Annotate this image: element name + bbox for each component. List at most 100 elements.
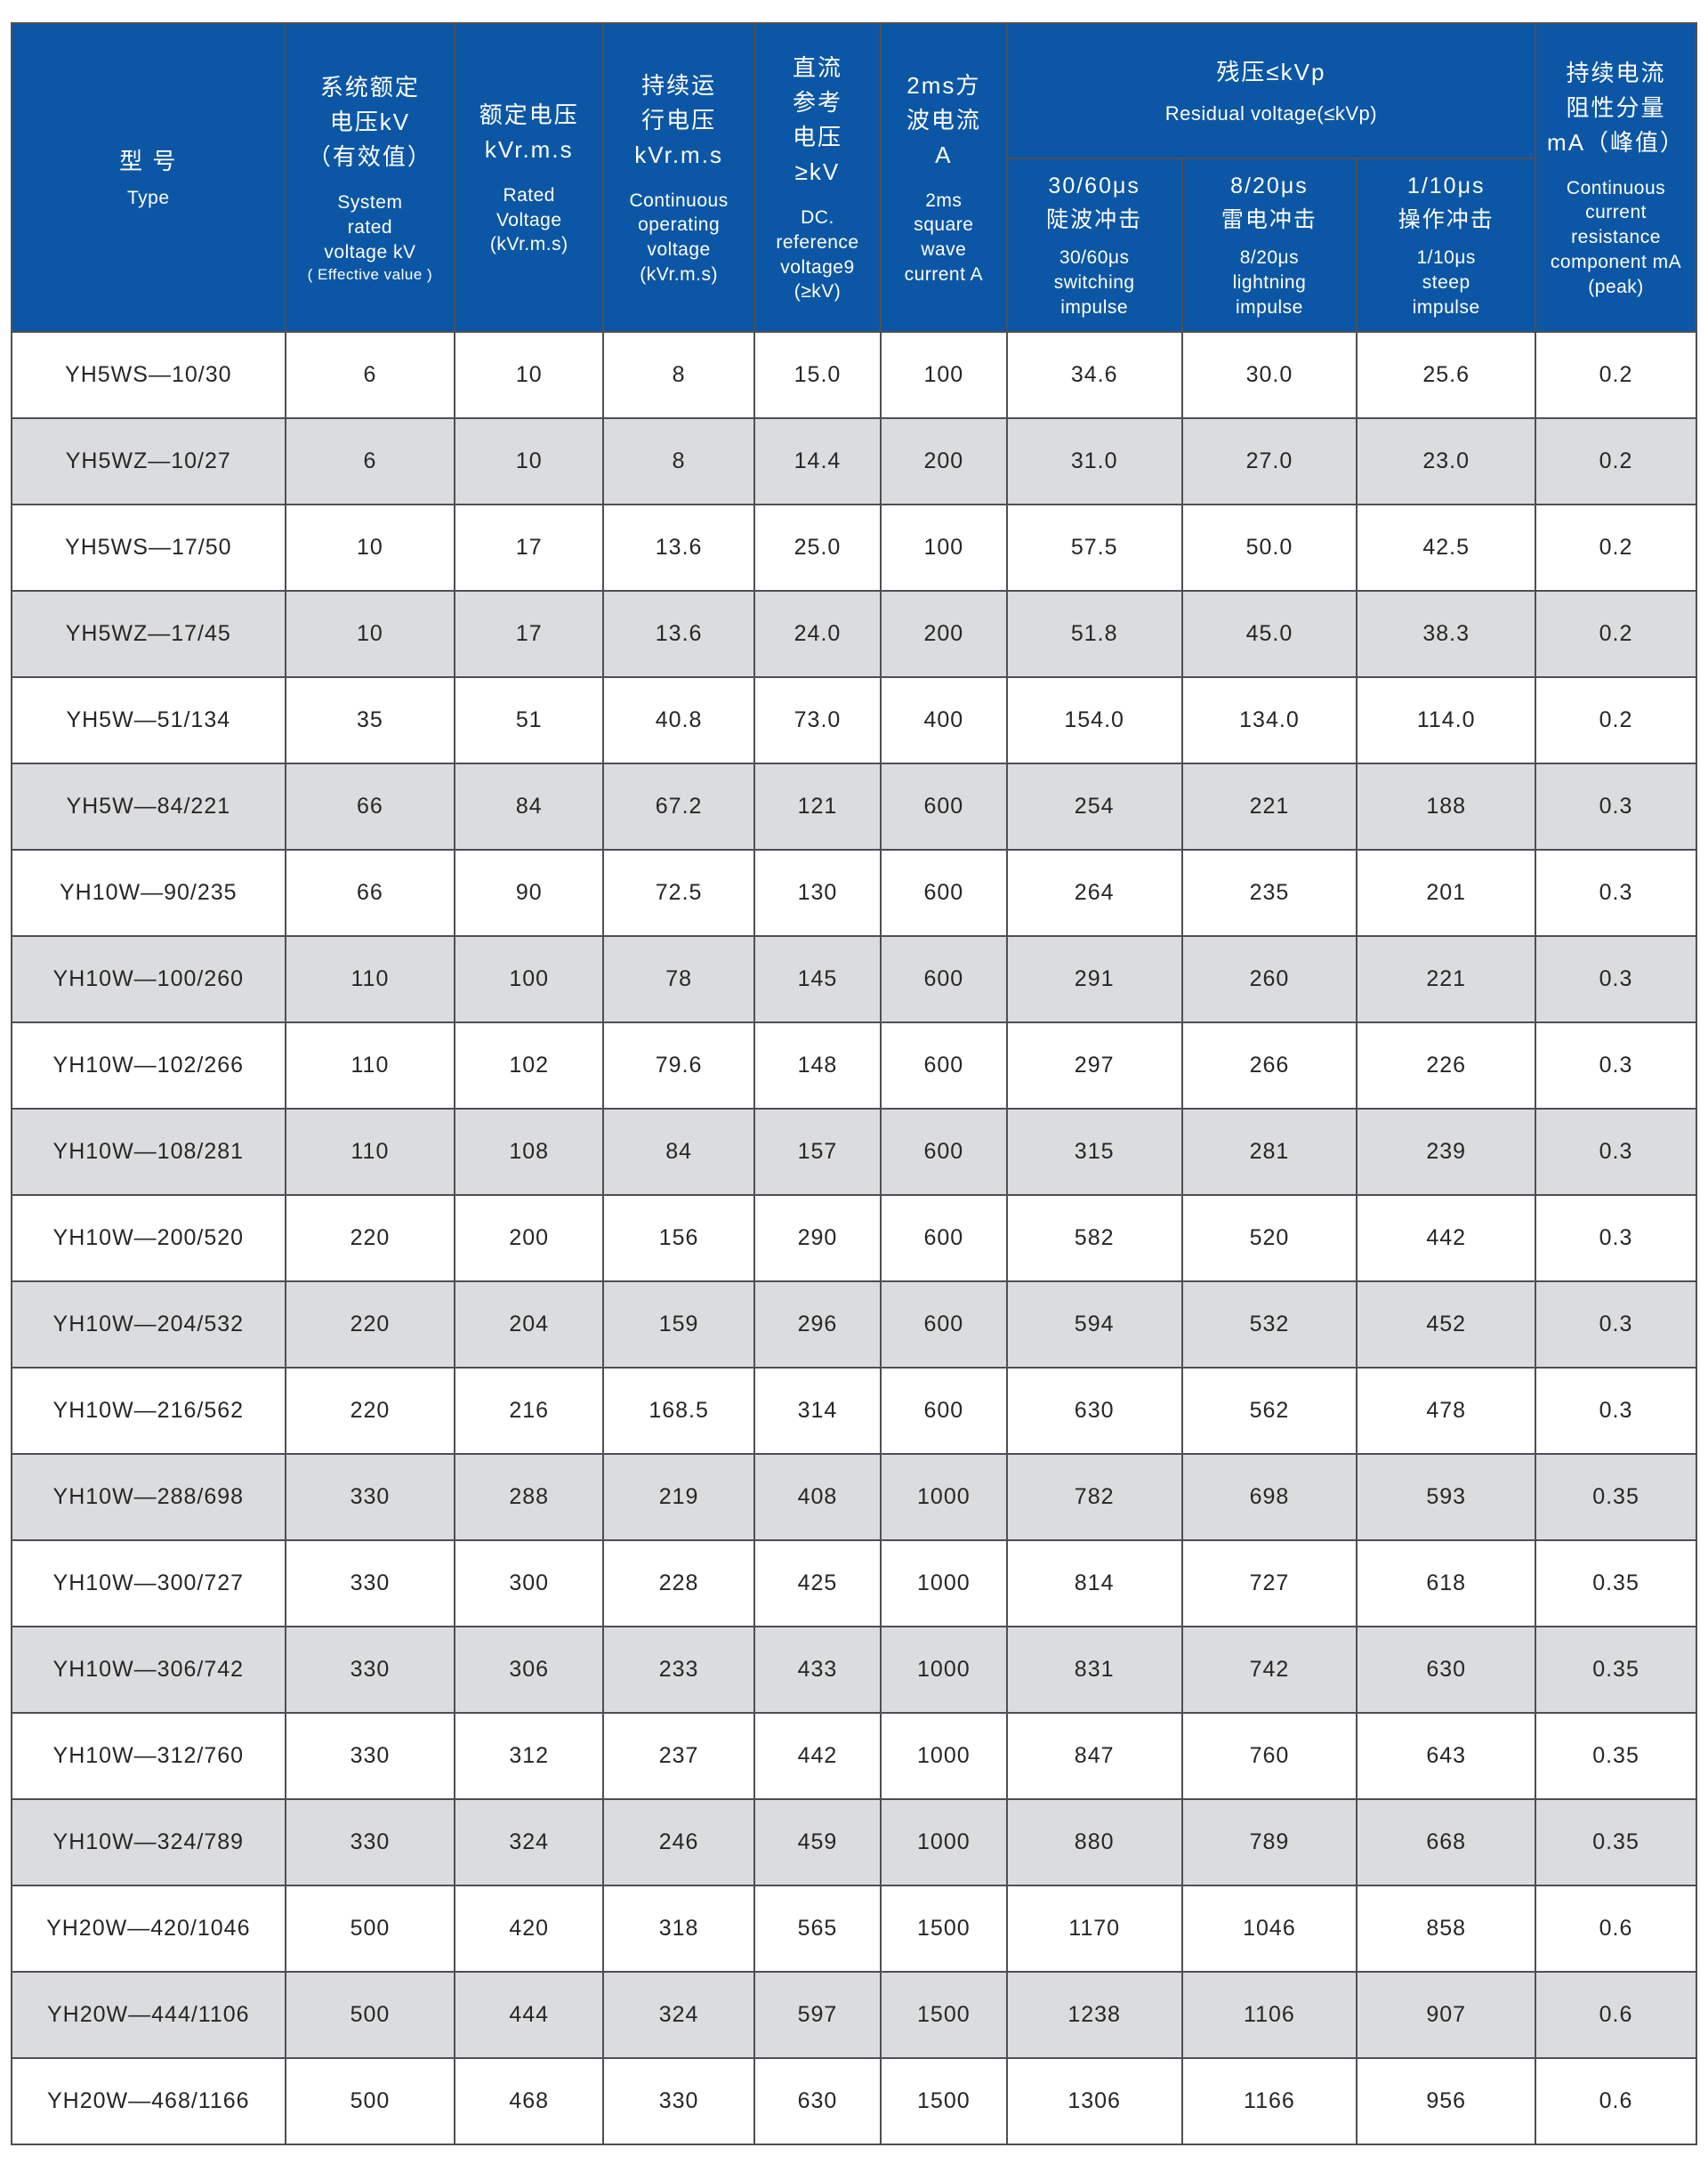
table-cell: 288: [454, 1453, 605, 1541]
table-cell: 0.3: [1535, 1021, 1697, 1110]
table-cell: 134.0: [1180, 676, 1358, 764]
table-cell: 500: [284, 1971, 456, 2059]
table-cell: 565: [753, 1885, 882, 1973]
table-cell: 1306: [1005, 2057, 1183, 2145]
col-header-square-wave-current-zh: 2ms方 波电流 A: [906, 71, 981, 168]
table-cell: 643: [1356, 1712, 1537, 1800]
table-cell: 300: [454, 1539, 605, 1627]
table-cell: 42.5: [1356, 504, 1537, 592]
table-row: YH5W—84/221 66 84 67.2 121 600 254 221 188 0.3: [11, 763, 1697, 851]
table-cell: 400: [879, 676, 1008, 764]
table-cell: 121: [753, 763, 882, 851]
table-cell: 34.6: [1005, 331, 1183, 419]
table-cell: 216: [454, 1367, 605, 1455]
table-cell: 23.0: [1356, 417, 1537, 505]
table-cell: 221: [1356, 935, 1537, 1023]
table-cell: 159: [602, 1280, 756, 1369]
table-cell: 0.3: [1535, 1194, 1697, 1282]
table-cell: 593: [1356, 1453, 1537, 1541]
table-row: YH20W—420/1046 500 420 318 565 1500 1170 1046 85…: [11, 1885, 1697, 1973]
table-cell: 6: [284, 417, 456, 505]
table-cell: 110: [284, 1021, 456, 1110]
table-cell: 742: [1180, 1626, 1358, 1714]
table-cell: 314: [753, 1367, 882, 1455]
table-cell: 254: [1005, 763, 1183, 851]
cell-type: YH5WZ—17/45: [11, 590, 286, 678]
table-cell: 237: [602, 1712, 756, 1800]
table-cell: 220: [284, 1280, 456, 1369]
cell-type: YH5W—51/134: [11, 676, 286, 764]
cell-type: YH5WS—17/50: [11, 504, 286, 592]
table-cell: 90: [454, 849, 605, 937]
col-header-residual-voltage-group-en: Residual voltage(≤kVp): [1164, 101, 1378, 125]
table-cell: 24.0: [753, 590, 882, 678]
table-cell: 30.0: [1180, 331, 1358, 419]
table-cell: 330: [284, 1626, 456, 1714]
table-cell: 235: [1180, 849, 1358, 937]
col-header-continuous-operating-voltage: 持续运 行电压 kVr.m.s Continuous operating vol…: [602, 22, 756, 333]
table-cell: 0.6: [1535, 1971, 1697, 2059]
table-cell: 0.3: [1535, 935, 1697, 1023]
table-row: YH10W—288/698 330 288 219 408 1000 782 698 593 0.…: [11, 1453, 1697, 1541]
table-cell: 425: [753, 1539, 882, 1627]
table-cell: 130: [753, 849, 882, 937]
table-cell: 831: [1005, 1626, 1183, 1714]
table-cell: 444: [454, 1971, 605, 2059]
table-cell: 0.3: [1535, 849, 1697, 937]
table-cell: 78: [602, 935, 756, 1023]
table-cell: 220: [284, 1194, 456, 1282]
table-cell: 600: [879, 1280, 1008, 1369]
col-header-continuous-current-zh: 持续电流 阻性分量 mA（峰值）: [1547, 59, 1686, 156]
table-cell: 110: [284, 1108, 456, 1196]
table-cell: 452: [1356, 1280, 1537, 1369]
col-header-residual-voltage-group-zh: 残压≤kVp: [1216, 58, 1326, 85]
table-cell: 27.0: [1180, 417, 1358, 505]
col-header-system-rated-voltage: 系统额定 电压kV （有效值） System rated voltage kV(…: [284, 22, 456, 333]
table-cell: 221: [1180, 763, 1358, 851]
table-cell: 1106: [1180, 1971, 1358, 2059]
table-cell: 35: [284, 676, 456, 764]
table-cell: 330: [284, 1453, 456, 1541]
col-header-lightning-impulse-zh: 8/20μs 雷电冲击: [1221, 174, 1317, 232]
table-row: YH10W—200/520 220 200 156 290 600 582 520 442 0.3: [11, 1194, 1697, 1282]
table-cell: 420: [454, 1885, 605, 1973]
table-row: YH10W—204/532 220 204 159 296 600 594 532 452 0.3: [11, 1280, 1697, 1369]
table-cell: 520: [1180, 1194, 1358, 1282]
cell-type: YH10W—216/562: [11, 1367, 286, 1455]
table-cell: 562: [1180, 1367, 1358, 1455]
cell-type: YH10W—312/760: [11, 1712, 286, 1800]
table-cell: 880: [1005, 1798, 1183, 1886]
col-header-type-en: Type: [127, 188, 170, 209]
table-cell: 760: [1180, 1712, 1358, 1800]
table-cell: 330: [284, 1712, 456, 1800]
table-cell: 0.35: [1535, 1626, 1697, 1714]
table-cell: 10: [284, 590, 456, 678]
table-cell: 618: [1356, 1539, 1537, 1627]
table-cell: 84: [602, 1108, 756, 1196]
table-row: YH10W—306/742 330 306 233 433 1000 831 742 630 0.…: [11, 1626, 1697, 1714]
cell-type: YH10W—306/742: [11, 1626, 286, 1714]
table-row: YH10W—108/281 110 108 84 157 600 315 281 239 0.3: [11, 1108, 1697, 1196]
cell-type: YH20W—468/1166: [11, 2057, 286, 2145]
table-cell: 468: [454, 2057, 605, 2145]
col-header-square-wave-current-en: 2ms square wave current A: [904, 190, 984, 285]
table-cell: 31.0: [1005, 417, 1183, 505]
table-cell: 318: [602, 1885, 756, 1973]
table-cell: 858: [1356, 1885, 1537, 1973]
table-cell: 67.2: [602, 763, 756, 851]
table-cell: 108: [454, 1108, 605, 1196]
table-cell: 630: [753, 2057, 882, 2145]
col-header-square-wave-current: 2ms方 波电流 A 2ms square wave current A: [879, 22, 1008, 333]
table-cell: 72.5: [602, 849, 756, 937]
col-header-steep-impulse-en: 1/10μs steep impulse: [1412, 247, 1480, 318]
table-cell: 297: [1005, 1021, 1183, 1110]
col-header-lightning-impulse-en: 8/20μs lightning impulse: [1232, 247, 1307, 318]
table-cell: 145: [753, 935, 882, 1023]
table-cell: 0.2: [1535, 676, 1697, 764]
table-cell: 239: [1356, 1108, 1537, 1196]
table-cell: 281: [1180, 1108, 1358, 1196]
table-row: YH10W—324/789 330 324 246 459 1000 880 789 668 0.…: [11, 1798, 1697, 1886]
col-header-lightning-impulse: 8/20μs 雷电冲击 8/20μs lightning impulse: [1180, 157, 1358, 333]
table-cell: 13.6: [602, 590, 756, 678]
